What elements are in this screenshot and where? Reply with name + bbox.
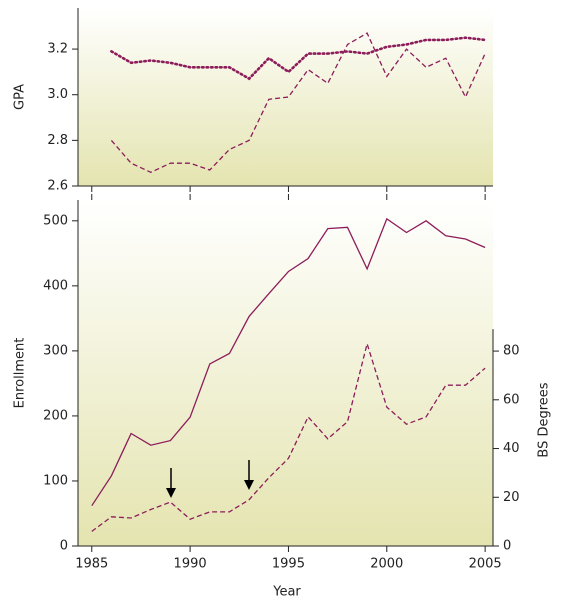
y-tick-label: 3.0 xyxy=(47,87,68,102)
y2-tick-label: 40 xyxy=(503,441,520,456)
y-tick-label: 0 xyxy=(60,539,68,554)
arrow xyxy=(244,460,254,490)
x-tick-label: 1990 xyxy=(174,557,207,572)
y-tick-label: 2.8 xyxy=(47,133,68,148)
x-tick-label: 2005 xyxy=(469,557,502,572)
y-tick-label: 2.6 xyxy=(47,179,68,194)
line-series xyxy=(110,36,487,81)
panel-background xyxy=(78,200,493,546)
line-series xyxy=(91,217,486,507)
y2-axis-label: BS Degrees xyxy=(537,382,552,457)
y-axis-label: GPA xyxy=(13,84,28,110)
y2-tick-label: 80 xyxy=(503,344,520,359)
x-tick-label: 2000 xyxy=(370,557,403,572)
x-axis-label: Year xyxy=(272,585,301,600)
line-series xyxy=(91,341,486,532)
y-axis-label: Enrollment xyxy=(13,338,28,409)
x-tick-label: 1995 xyxy=(272,557,305,572)
y-tick-label: 100 xyxy=(43,473,68,488)
y2-tick-label: 20 xyxy=(503,490,520,505)
y2-tick-label: 0 xyxy=(503,539,511,554)
y-tick-label: 3.2 xyxy=(47,42,68,57)
y-tick-label: 500 xyxy=(43,213,68,228)
arrow xyxy=(166,468,176,498)
line-series xyxy=(110,32,486,174)
y-tick-label: 200 xyxy=(43,408,68,423)
x-tick-label: 1985 xyxy=(75,557,108,572)
y2-tick-label: 60 xyxy=(503,392,520,407)
y-tick-label: 300 xyxy=(43,343,68,358)
y-tick-label: 400 xyxy=(43,278,68,293)
